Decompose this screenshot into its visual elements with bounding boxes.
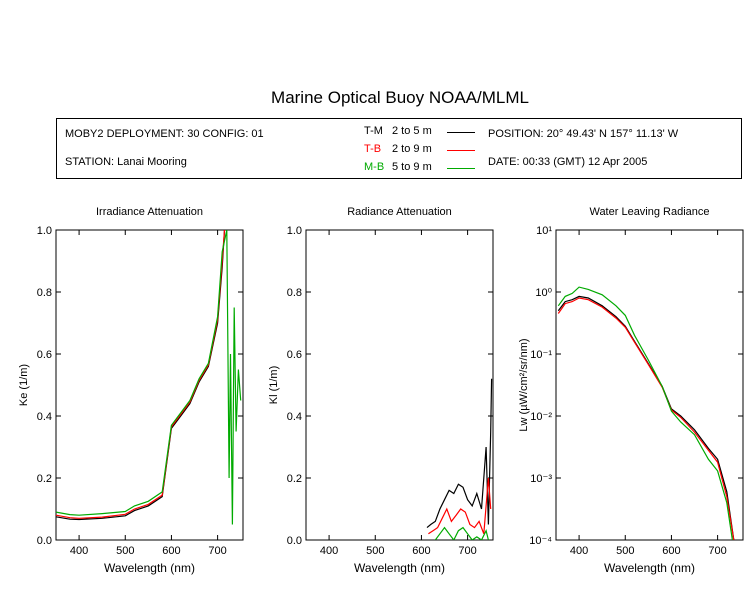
x-tick-label: 500	[616, 545, 634, 557]
chart-panel-1: Irradiance Attenuation 400 500 600 700 0.0 0.2…	[18, 206, 244, 575]
x-tick-label: 600	[662, 545, 680, 557]
plot-frame	[55, 229, 244, 541]
legend-range-tb: 2 to 9 m	[392, 143, 432, 155]
y-axis-label: Kl (1/m)	[268, 366, 280, 405]
y-axis-label: Lw (µW/cm²/sr/nm)	[518, 338, 530, 431]
y-tick-label: 0.6	[37, 349, 52, 361]
series-line-1	[426, 378, 493, 529]
y-tick-label: 0.6	[287, 349, 302, 361]
series-line-2	[428, 477, 492, 535]
deployment-text: MOBY2 DEPLOYMENT: 30 CONFIG: 01	[65, 128, 264, 140]
x-axis-label: Wavelength (nm)	[604, 561, 695, 575]
y-tick-label: 0.0	[37, 535, 52, 547]
plot-frame	[305, 229, 494, 541]
legend-code-tb: T-B	[364, 143, 382, 155]
position-text: POSITION: 20° 49.43' N 157° 11.13' W	[488, 128, 679, 140]
y-tick-label: 10⁻³	[530, 473, 552, 485]
y-tick-label: 10⁰	[535, 287, 552, 299]
y-tick-label: 0.4	[287, 411, 302, 423]
x-tick-label: 700	[458, 545, 476, 557]
y-axis-label: Ke (1/m)	[18, 364, 30, 406]
chart-panel-2: Radiance Attenuation 400 500 600 700 0.0 0.2 0.…	[268, 206, 494, 575]
panel-title: Irradiance Attenuation	[96, 206, 203, 218]
y-tick-label: 10¹	[536, 225, 552, 237]
legend-code-mb: M-B	[364, 161, 385, 173]
x-tick-label: 500	[116, 545, 134, 557]
legend-line-tb	[447, 150, 475, 151]
plot-frame	[555, 229, 744, 541]
chart-panel-3: Water Leaving Radiance 400 500 600 700 10⁻⁴ 10…	[518, 206, 744, 575]
y-tick-label: 0.8	[287, 287, 302, 299]
series-line-1	[557, 295, 735, 540]
series-line-2	[557, 297, 735, 540]
x-axis-label: Wavelength (nm)	[104, 561, 195, 575]
chart-main-title: Marine Optical Buoy NOAA/MLML	[271, 88, 529, 107]
x-tick-label: 700	[208, 545, 226, 557]
y-tick-label: 0.2	[37, 473, 52, 485]
series-line-3	[434, 526, 489, 540]
series-line-2	[56, 230, 226, 519]
y-tick-label: 0.8	[37, 287, 52, 299]
y-tick-label: 1.0	[37, 225, 52, 237]
y-tick-label: 1.0	[287, 225, 302, 237]
info-box: MOBY2 DEPLOYMENT: 30 CONFIG: 01 STATION:…	[56, 118, 742, 179]
y-tick-label: 0.2	[287, 473, 302, 485]
x-tick-label: 600	[412, 545, 430, 557]
legend-line-mb	[447, 168, 475, 169]
x-tick-label: 500	[366, 545, 384, 557]
x-tick-label: 400	[570, 545, 588, 557]
x-tick-label: 600	[162, 545, 180, 557]
legend-line-tm	[447, 132, 475, 133]
y-tick-label: 0.0	[287, 535, 302, 547]
y-tick-label: 10⁻¹	[530, 349, 552, 361]
x-tick-label: 400	[320, 545, 338, 557]
x-tick-label: 400	[70, 545, 88, 557]
x-axis-label: Wavelength (nm)	[354, 561, 445, 575]
panel-title: Water Leaving Radiance	[589, 206, 709, 218]
panel-title: Radiance Attenuation	[347, 206, 452, 218]
legend-range-mb: 5 to 9 m	[392, 161, 432, 173]
series-line-3	[56, 230, 242, 525]
x-tick-label: 700	[708, 545, 726, 557]
date-text: DATE: 00:33 (GMT) 12 Apr 2005	[488, 156, 648, 168]
legend-code-tm: T-M	[364, 125, 383, 137]
y-tick-label: 10⁻²	[530, 411, 552, 423]
station-text: STATION: Lanai Mooring	[65, 156, 187, 168]
y-tick-label: 0.4	[37, 411, 52, 423]
legend-range-tm: 2 to 5 m	[392, 125, 432, 137]
series-line-3	[557, 286, 733, 540]
series-line-1	[56, 230, 226, 521]
y-tick-label: 10⁻⁴	[529, 535, 552, 547]
